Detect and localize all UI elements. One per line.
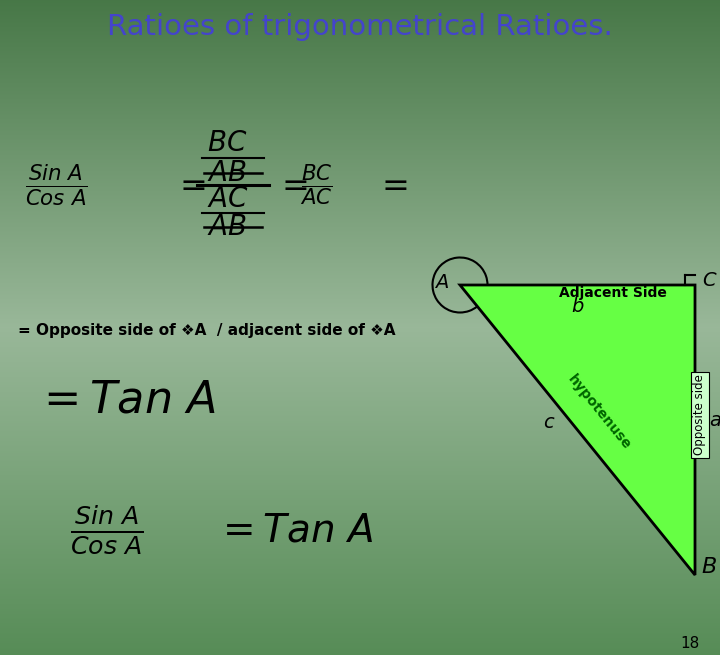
Text: $=$: $=$ [173,168,206,202]
Text: Adjacent Side: Adjacent Side [559,286,667,300]
Text: Opposite side: Opposite side [693,375,706,455]
Text: $C$: $C$ [702,272,718,291]
Text: Ratioes of trigonometrical Ratioes.: Ratioes of trigonometrical Ratioes. [107,13,613,41]
Text: hypotenuse: hypotenuse [565,372,634,452]
Polygon shape [460,285,695,575]
Text: $=Tan\ A$: $=Tan\ A$ [215,511,374,549]
Text: 18: 18 [680,635,700,650]
Text: $AC$: $AC$ [207,185,248,213]
Text: $AB$: $AB$ [207,213,247,241]
Text: $c$: $c$ [544,413,556,432]
Text: $\frac{Sin\ A}{Cos\ A}$: $\frac{Sin\ A}{Cos\ A}$ [25,162,88,208]
Text: $\frac{BC}{AC}$: $\frac{BC}{AC}$ [300,162,333,208]
Text: $=$: $=$ [375,168,408,202]
Text: $B$: $B$ [701,557,717,577]
Text: $b$: $b$ [571,297,584,316]
Text: $=Tan\ A$: $=Tan\ A$ [35,379,216,422]
Text: $a$: $a$ [708,411,720,430]
Text: $A$: $A$ [434,274,449,293]
Text: $\frac{Sin\ A}{Cos\ A}$: $\frac{Sin\ A}{Cos\ A}$ [70,504,144,556]
Text: $BC$: $BC$ [207,129,247,157]
Text: $=$: $=$ [275,168,308,202]
Text: $AB$: $AB$ [207,159,247,187]
Text: = Opposite side of ❖A  / adjacent side of ❖A: = Opposite side of ❖A / adjacent side of… [18,322,395,337]
